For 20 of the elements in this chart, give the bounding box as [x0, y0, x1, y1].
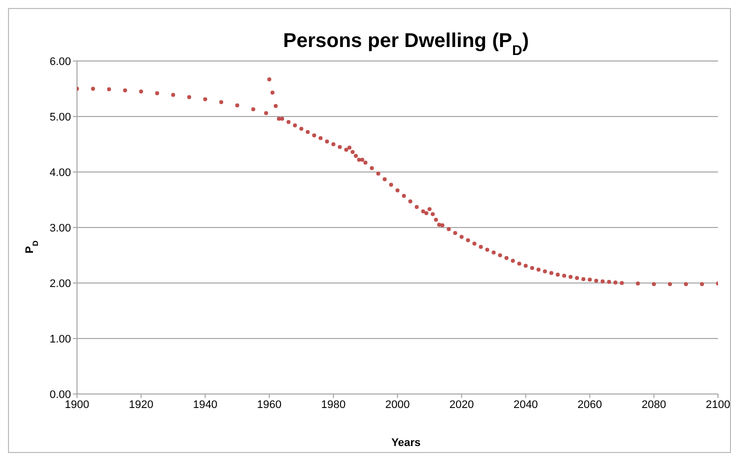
x-tick-label: 2040 [513, 398, 538, 411]
x-tick-label: 1920 [128, 398, 154, 411]
x-tick-label: 2100 [706, 398, 730, 411]
y-tick-label: 2.00 [50, 278, 71, 290]
x-tick-label: 1940 [192, 398, 218, 411]
y-tick-label: 1.00 [50, 333, 71, 346]
x-tick-label: 2080 [642, 398, 666, 411]
x-tick-label: 1900 [64, 398, 90, 411]
y-tick-label: 3.00 [50, 222, 71, 234]
y-tick-label: 0.00 [50, 388, 71, 401]
y-tick-label: 6.00 [50, 56, 71, 68]
x-axis-title: Years [391, 437, 421, 449]
x-tick-label: 2060 [578, 398, 602, 411]
x-tick-label: 1960 [257, 398, 282, 411]
x-tick-label: 2020 [449, 398, 474, 411]
x-tick-label: 2000 [385, 398, 410, 411]
x-tick-label: 1980 [321, 398, 346, 411]
chart-title: Persons per Dwelling (P$_{D}$) [283, 30, 529, 58]
y-tick-label: 4.00 [50, 166, 71, 179]
y-tick-label: 5.00 [50, 111, 71, 124]
